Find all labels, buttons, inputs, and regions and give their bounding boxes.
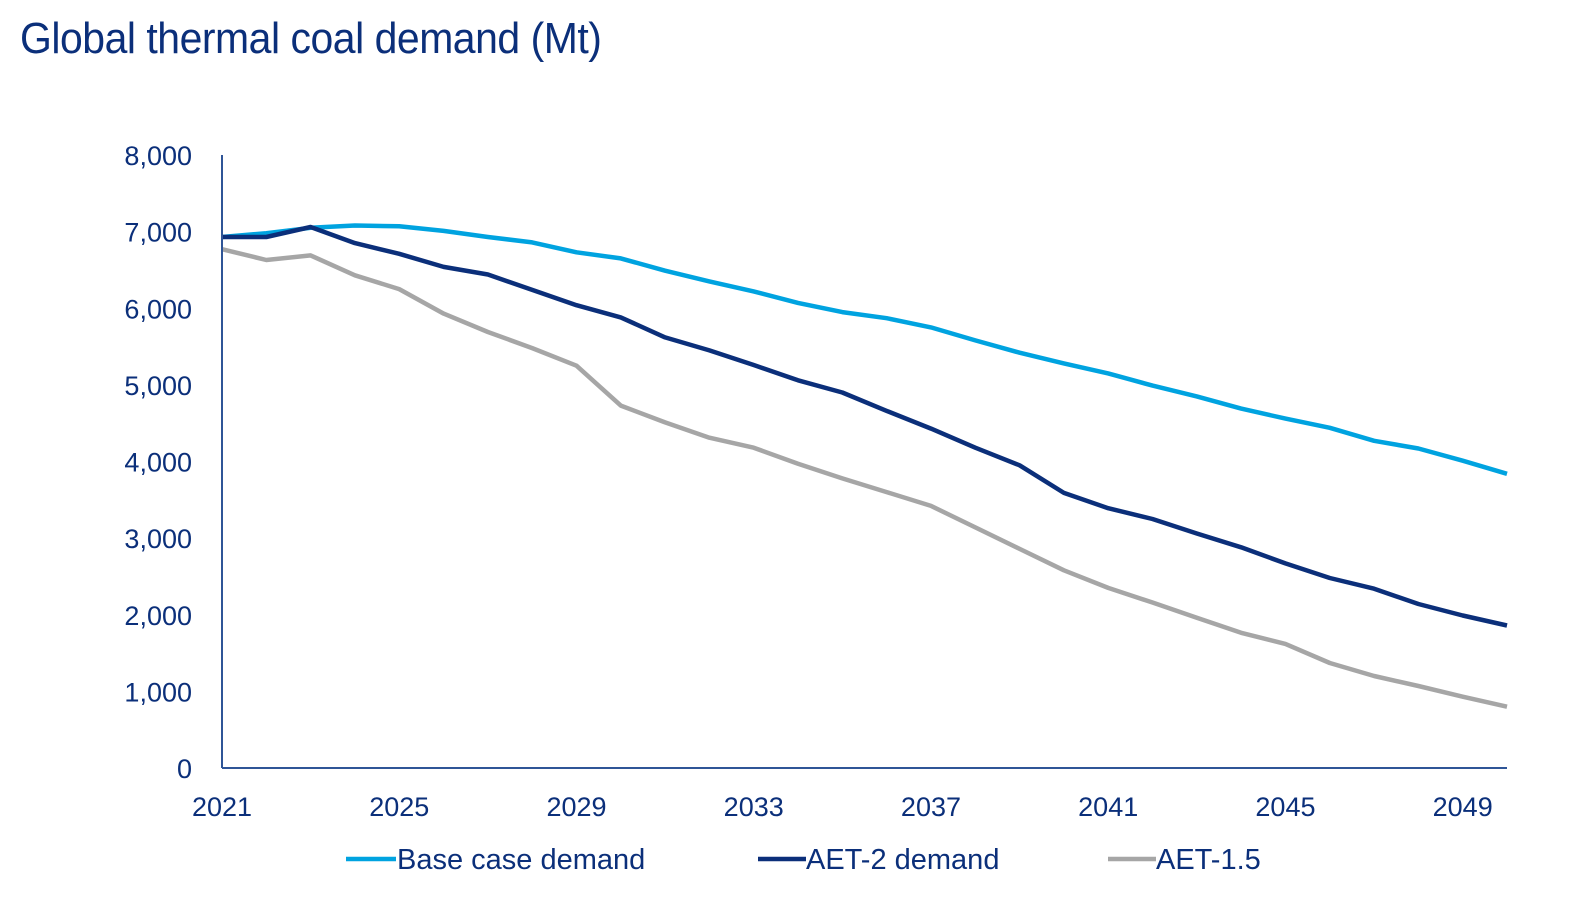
y-tick-label: 1,000 [124,677,192,707]
legend: Base case demand AET-2 demand AET-1.5 [346,844,1261,876]
y-tick-label: 4,000 [124,448,192,478]
legend-label-aet-1-5: AET-1.5 [1156,844,1261,876]
x-tick-label: 2049 [1433,792,1493,822]
x-tick-label: 2045 [1255,792,1315,822]
y-tick-label: 3,000 [124,524,192,554]
series-line-aet-1-5 [221,247,1508,709]
x-tick-label: 2041 [1078,792,1138,822]
chart-title: Global thermal coal demand (Mt) [20,14,602,63]
x-tick-label: 2037 [901,792,961,822]
legend-item-aet-2: AET-2 demand [758,844,999,876]
x-axis-tick-labels: 2021 2025 2029 2033 2037 2041 2045 2049 [192,792,1493,822]
x-tick-label: 2029 [546,792,606,822]
x-tick-label: 2021 [192,792,252,822]
y-tick-label: 8,000 [124,141,192,171]
y-axis-tick-labels: 0 1,000 2,000 3,000 4,000 5,000 6,000 7,000 8,00… [124,141,192,784]
x-tick-label: 2033 [724,792,784,822]
y-tick-label: 2,000 [124,601,192,631]
y-tick-label: 5,000 [124,371,192,401]
legend-label-aet-2: AET-2 demand [806,844,999,876]
y-tick-label: 7,000 [124,218,192,248]
series-line-base-case [221,223,1508,476]
x-tick-label: 2025 [369,792,429,822]
legend-item-aet-1-5: AET-1.5 [1108,844,1261,876]
y-tick-label: 6,000 [124,294,192,324]
legend-label-base-case: Base case demand [397,844,645,876]
series-line-aet-2 [222,224,1508,628]
legend-item-base-case: Base case demand [346,844,645,876]
series-lines [221,223,1508,709]
y-tick-label: 0 [177,754,192,784]
